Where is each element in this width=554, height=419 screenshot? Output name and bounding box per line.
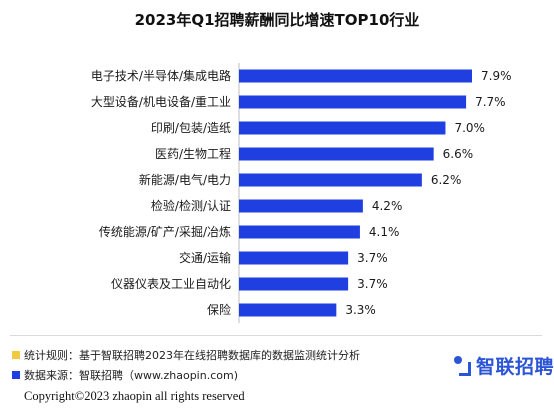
category-label: 交通/运输: [179, 250, 231, 265]
category-label: 电子技术/半导体/集成电路: [91, 68, 231, 83]
bar: [239, 147, 434, 161]
bar: [239, 251, 349, 265]
source-note: 数据来源：智联招聘（www.zhaopin.com): [12, 367, 238, 383]
category-label: 检验/检测/认证: [151, 198, 231, 213]
value-label: 4.2%: [372, 199, 403, 213]
source-square-icon: [12, 371, 20, 379]
value-label: 3.7%: [357, 277, 388, 291]
bar: [239, 277, 349, 291]
copyright-text: Copyright©2023 zhaopin all rights reserv…: [24, 389, 245, 403]
bar: [239, 303, 337, 317]
value-label: 7.9%: [481, 69, 512, 83]
value-label: 4.1%: [369, 225, 400, 239]
category-label: 印刷/包装/造纸: [151, 121, 231, 135]
value-label: 7.0%: [454, 121, 485, 135]
bar-chart: 电子技术/半导体/集成电路 7.9% 大型设备/机电设备/重工业 7.7% 印刷/包装/…: [91, 63, 512, 323]
category-label: 仪器仪表及工业自动化: [111, 277, 231, 291]
bar: [239, 199, 363, 213]
category-label: 保险: [207, 302, 231, 317]
bar: [239, 225, 360, 239]
bar: [239, 95, 467, 109]
value-label: 6.6%: [443, 147, 474, 161]
rule-note: 统计规则：基于智联招聘2023年在线招聘数据库的数据监测统计分析: [12, 347, 360, 363]
category-label: 医药/生物工程: [155, 146, 231, 161]
value-label: 7.7%: [475, 95, 506, 109]
brand-mark-icon: [454, 355, 474, 376]
bar: [239, 173, 422, 187]
value-label: 3.3%: [345, 303, 376, 317]
category-label: 传统能源/矿产/采掘/冶炼: [99, 224, 231, 239]
bar: [239, 121, 446, 135]
source-text: 数据来源：智联招聘（www.zhaopin.com): [24, 369, 238, 382]
rule-square-icon: [12, 351, 20, 359]
chart-title: 2023年Q1招聘薪酬同比增速TOP10行业: [134, 11, 420, 29]
footer-divider: [10, 335, 542, 336]
value-label: 6.2%: [431, 173, 462, 187]
rule-text: 统计规则：基于智联招聘2023年在线招聘数据库的数据监测统计分析: [24, 349, 360, 362]
brand-logo: 智联招聘: [454, 352, 554, 379]
brand-name: 智联招聘: [476, 356, 554, 378]
bar: [239, 69, 472, 83]
value-label: 3.7%: [357, 251, 388, 265]
category-label: 大型设备/机电设备/重工业: [91, 95, 231, 109]
category-label: 新能源/电气/电力: [139, 172, 231, 187]
